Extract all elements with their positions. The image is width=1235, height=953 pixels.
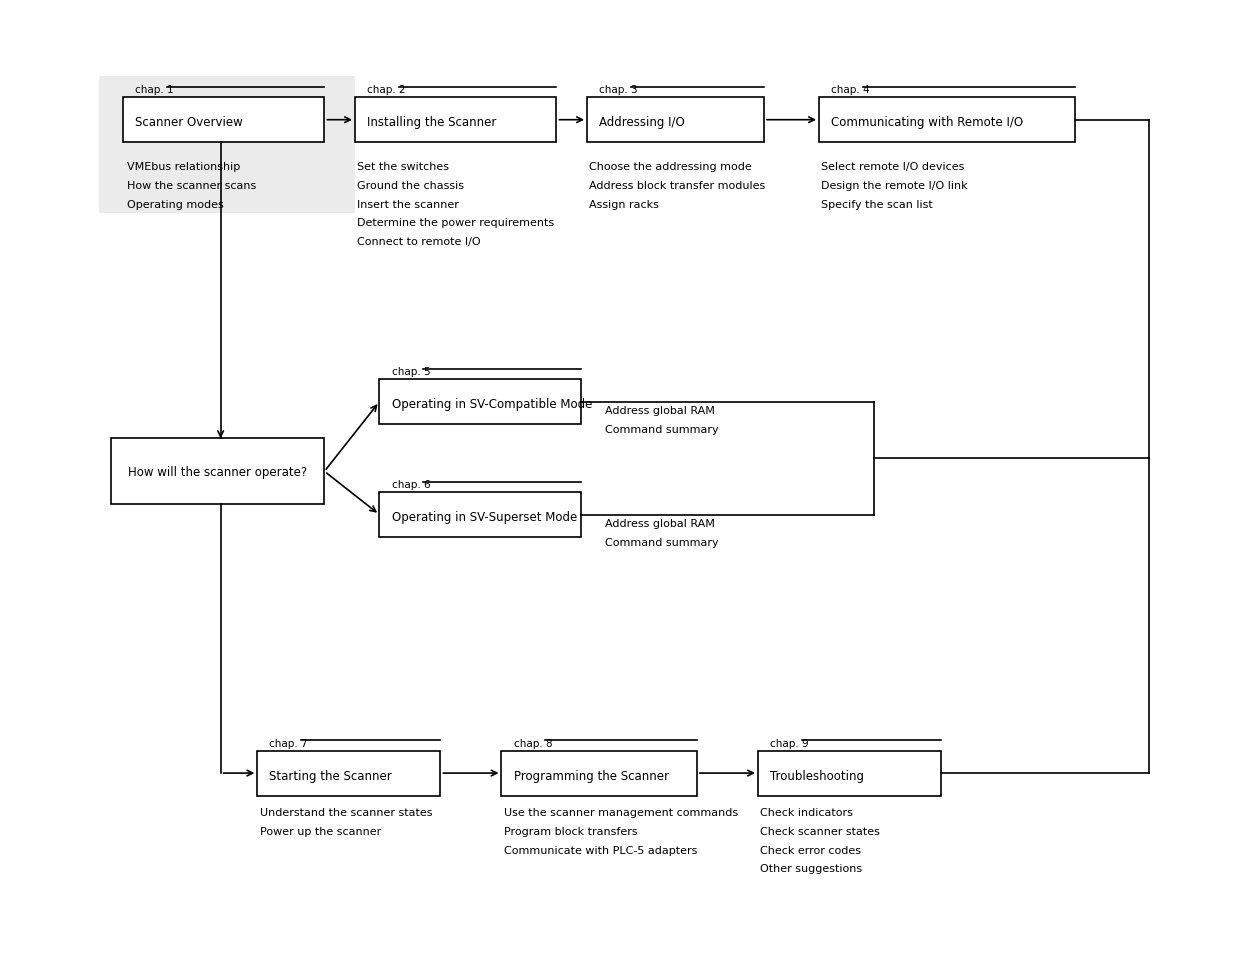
- Text: chap. 4: chap. 4: [831, 85, 869, 95]
- Text: Address block transfer modules: Address block transfer modules: [589, 181, 766, 191]
- Text: Ground the chassis: Ground the chassis: [357, 181, 464, 191]
- Text: Operating in SV-Compatible Mode: Operating in SV-Compatible Mode: [391, 398, 592, 411]
- Text: Communicating with Remote I/O: Communicating with Remote I/O: [831, 116, 1024, 130]
- Text: Program block transfers: Program block transfers: [504, 826, 637, 836]
- Text: Set the switches: Set the switches: [357, 162, 450, 172]
- Text: chap. 3: chap. 3: [599, 85, 637, 95]
- Bar: [124, 98, 325, 143]
- Text: Operating in SV-Superset Mode: Operating in SV-Superset Mode: [391, 511, 577, 524]
- Text: Assign racks: Assign racks: [589, 199, 659, 210]
- Text: Check scanner states: Check scanner states: [761, 826, 881, 836]
- Text: Select remote I/O devices: Select remote I/O devices: [821, 162, 965, 172]
- Text: Specify the scan list: Specify the scan list: [821, 199, 934, 210]
- Text: Installing the Scanner: Installing the Scanner: [367, 116, 496, 130]
- Text: Design the remote I/O link: Design the remote I/O link: [821, 181, 968, 191]
- Text: Other suggestions: Other suggestions: [761, 863, 862, 873]
- Bar: [379, 493, 580, 537]
- Bar: [758, 751, 941, 796]
- Bar: [99, 77, 354, 213]
- Text: chap. 7: chap. 7: [269, 738, 308, 748]
- Bar: [819, 98, 1076, 143]
- Text: chap. 1: chap. 1: [135, 85, 174, 95]
- Bar: [587, 98, 764, 143]
- Text: chap. 9: chap. 9: [771, 738, 809, 748]
- Bar: [379, 379, 580, 425]
- Text: Choose the addressing mode: Choose the addressing mode: [589, 162, 752, 172]
- Text: Scanner Overview: Scanner Overview: [135, 116, 243, 130]
- Text: Address global RAM: Address global RAM: [605, 518, 715, 529]
- Bar: [354, 98, 557, 143]
- Text: chap. 5: chap. 5: [391, 367, 430, 377]
- Text: How the scanner scans: How the scanner scans: [127, 181, 256, 191]
- Text: Check error codes: Check error codes: [761, 844, 861, 855]
- Bar: [501, 751, 697, 796]
- Text: Operating modes: Operating modes: [127, 199, 224, 210]
- Text: VMEbus relationship: VMEbus relationship: [127, 162, 240, 172]
- Text: chap. 8: chap. 8: [514, 738, 552, 748]
- Text: Address global RAM: Address global RAM: [605, 406, 715, 416]
- Text: Use the scanner management commands: Use the scanner management commands: [504, 807, 739, 817]
- Text: Connect to remote I/O: Connect to remote I/O: [357, 237, 480, 247]
- Text: Check indicators: Check indicators: [761, 807, 853, 817]
- Text: Determine the power requirements: Determine the power requirements: [357, 218, 555, 228]
- Text: Addressing I/O: Addressing I/O: [599, 116, 685, 130]
- Text: Insert the scanner: Insert the scanner: [357, 199, 459, 210]
- Text: Communicate with PLC-5 adapters: Communicate with PLC-5 adapters: [504, 844, 698, 855]
- Text: chap. 6: chap. 6: [391, 479, 430, 490]
- Text: How will the scanner operate?: How will the scanner operate?: [128, 465, 308, 478]
- Bar: [257, 751, 441, 796]
- Text: chap. 2: chap. 2: [367, 85, 406, 95]
- Text: Command summary: Command summary: [605, 425, 719, 435]
- Bar: [111, 439, 325, 505]
- Text: Power up the scanner: Power up the scanner: [259, 826, 380, 836]
- Text: Troubleshooting: Troubleshooting: [771, 769, 864, 782]
- Text: Starting the Scanner: Starting the Scanner: [269, 769, 393, 782]
- Text: Understand the scanner states: Understand the scanner states: [259, 807, 432, 817]
- Text: Programming the Scanner: Programming the Scanner: [514, 769, 668, 782]
- Text: Command summary: Command summary: [605, 537, 719, 548]
